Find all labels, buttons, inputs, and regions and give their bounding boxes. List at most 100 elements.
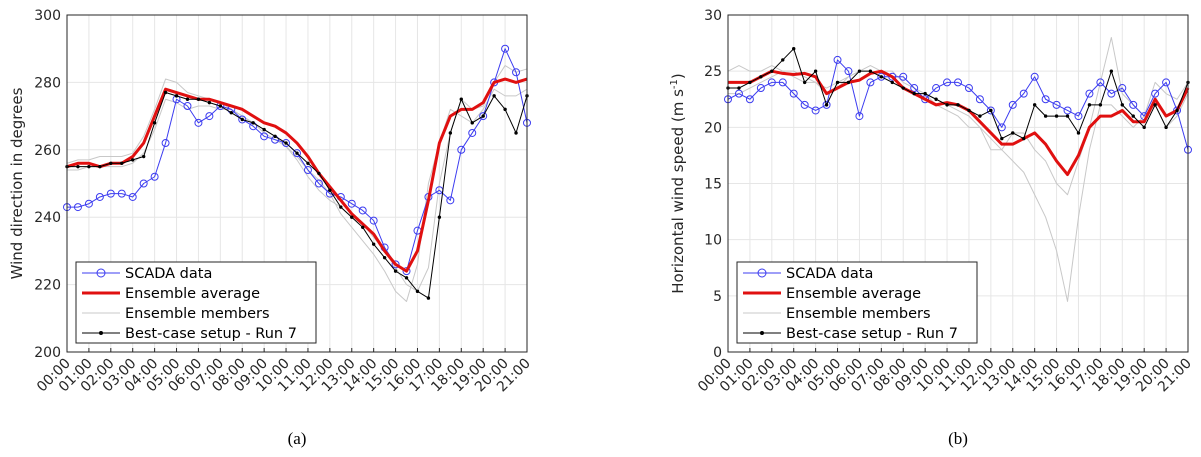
y-tick-label: 15 (704, 177, 722, 193)
legend-label: SCADA data (786, 266, 873, 282)
marker (932, 84, 941, 93)
marker (512, 68, 521, 77)
marker (293, 149, 301, 158)
dot (835, 80, 840, 85)
dot (923, 91, 927, 96)
dot (1120, 103, 1124, 107)
legend-label: Ensemble members (786, 306, 931, 322)
y-tick-label: 0 (713, 345, 722, 361)
dot (382, 255, 387, 260)
dot (1131, 114, 1135, 118)
marker (822, 100, 831, 109)
marker (997, 123, 1006, 132)
dot (306, 161, 310, 165)
dot (415, 289, 420, 294)
dot (737, 86, 741, 90)
marker (84, 199, 93, 208)
marker (1118, 84, 1127, 93)
dot (229, 111, 233, 115)
dot (956, 103, 960, 107)
dot (393, 269, 398, 273)
marker (468, 128, 477, 137)
dot (1011, 131, 1015, 135)
marker (954, 78, 962, 87)
y-tick-label: 260 (34, 143, 61, 159)
series-line (727, 59, 1189, 150)
marker (139, 179, 148, 188)
dot (824, 103, 829, 107)
marker (73, 203, 82, 212)
marker (855, 112, 864, 121)
dot (748, 80, 752, 85)
dot (240, 117, 244, 122)
dot (459, 97, 463, 101)
marker (347, 199, 356, 208)
marker (745, 95, 754, 104)
dot (1164, 125, 1168, 130)
marker (457, 145, 466, 154)
dot (196, 97, 201, 101)
y-tick-label: 20 (704, 120, 722, 136)
dot (868, 69, 873, 73)
dot (76, 164, 80, 169)
dot (1022, 136, 1026, 141)
marker (910, 84, 919, 93)
y-tick-label: 25 (704, 64, 722, 80)
marker (205, 112, 214, 121)
dot (1076, 131, 1081, 135)
marker (95, 192, 104, 201)
marker (986, 106, 995, 115)
marker (1173, 106, 1182, 115)
dot (759, 75, 763, 79)
caption: (b) (948, 429, 968, 448)
axes-frame (727, 14, 1189, 353)
dot (371, 242, 376, 246)
dot (98, 164, 102, 169)
plot: 20022024026028030000:0001:0002:0003:0004… (8, 8, 534, 448)
marker (789, 89, 798, 98)
marker (303, 166, 312, 175)
legend-marker (757, 268, 767, 278)
legend-label: Ensemble average (125, 286, 260, 302)
dot (1054, 114, 1059, 118)
dot (120, 161, 124, 165)
dot (1043, 114, 1048, 118)
dot (1087, 103, 1092, 107)
marker (964, 84, 973, 93)
legend-label: SCADA data (125, 266, 212, 282)
legend-label: Ensemble average (786, 286, 921, 302)
dot (273, 134, 277, 139)
legend-label: Best-case setup - Run 7 (125, 326, 297, 342)
legend-box (736, 261, 978, 344)
marker (479, 112, 488, 121)
y-label-text: Wind direction in degrees (8, 87, 26, 279)
y-tick-label: 220 (34, 278, 61, 294)
dot (514, 131, 518, 135)
y-tick-label: 240 (34, 210, 61, 226)
legend-box (75, 261, 317, 344)
y-tick-label: 5 (713, 289, 722, 305)
marker (811, 106, 820, 115)
marker (1041, 95, 1050, 104)
marker (238, 115, 247, 124)
marker (1008, 100, 1017, 109)
marker (446, 196, 455, 205)
marker (358, 206, 367, 215)
dot (295, 151, 299, 155)
marker (1052, 100, 1061, 109)
y-label-sup: -1 (669, 79, 680, 89)
dot (152, 121, 157, 125)
plot: 05101520253000:0001:0002:0003:0004:0005:… (669, 8, 1195, 448)
dot (813, 69, 818, 73)
y-label-text: Horizontal wind speed (m s (669, 89, 687, 294)
marker (1030, 72, 1039, 81)
dot (879, 75, 884, 79)
marker (975, 95, 984, 104)
dot (262, 127, 266, 132)
marker (282, 139, 291, 148)
marker (866, 78, 875, 87)
dot (470, 121, 474, 125)
y-tick-label: 280 (34, 75, 61, 91)
marker (194, 118, 203, 127)
